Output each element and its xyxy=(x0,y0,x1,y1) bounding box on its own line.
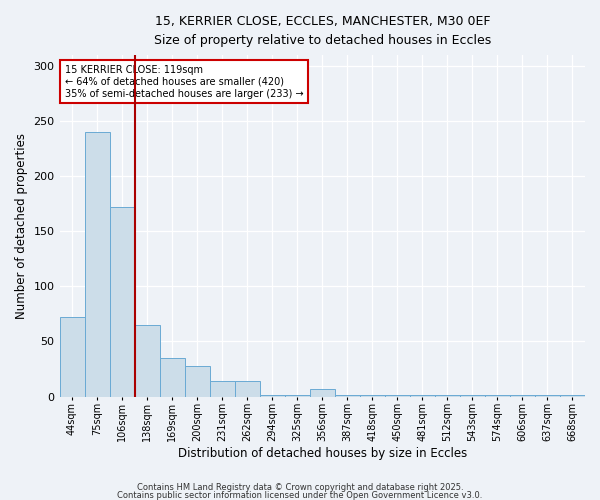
Title: 15, KERRIER CLOSE, ECCLES, MANCHESTER, M30 0EF
Size of property relative to deta: 15, KERRIER CLOSE, ECCLES, MANCHESTER, M… xyxy=(154,15,491,47)
Text: Contains public sector information licensed under the Open Government Licence v3: Contains public sector information licen… xyxy=(118,491,482,500)
X-axis label: Distribution of detached houses by size in Eccles: Distribution of detached houses by size … xyxy=(178,447,467,460)
Bar xyxy=(209,381,235,396)
Bar xyxy=(235,381,260,396)
Bar xyxy=(59,317,85,396)
Bar xyxy=(160,358,185,397)
Bar xyxy=(110,207,134,396)
Bar xyxy=(134,325,160,396)
Bar xyxy=(310,389,335,396)
Bar xyxy=(185,366,209,396)
Y-axis label: Number of detached properties: Number of detached properties xyxy=(15,133,28,319)
Text: Contains HM Land Registry data © Crown copyright and database right 2025.: Contains HM Land Registry data © Crown c… xyxy=(137,484,463,492)
Bar xyxy=(85,132,110,396)
Text: 15 KERRIER CLOSE: 119sqm
← 64% of detached houses are smaller (420)
35% of semi-: 15 KERRIER CLOSE: 119sqm ← 64% of detach… xyxy=(65,66,304,98)
